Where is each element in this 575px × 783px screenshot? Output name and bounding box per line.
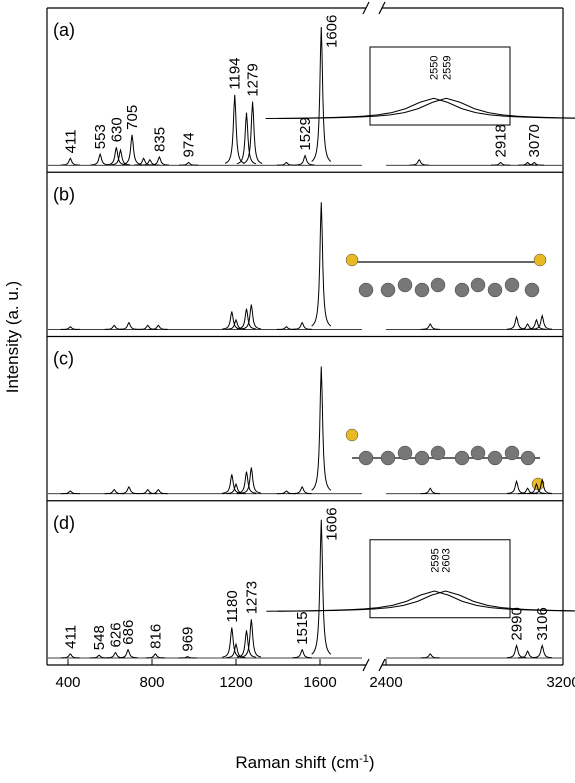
peak xyxy=(146,654,165,658)
peak-label: 835 xyxy=(151,127,168,152)
x-tick-label: 3200 xyxy=(546,674,575,691)
peak xyxy=(89,655,108,658)
panel-label: (b) xyxy=(53,184,75,204)
peak-label: 1606 xyxy=(323,507,340,540)
peak xyxy=(312,367,331,491)
inset-peak-label: 2550 xyxy=(429,56,441,80)
peak-label: 553 xyxy=(92,124,109,149)
x-tick-label: 800 xyxy=(139,674,164,691)
molecule-b xyxy=(346,254,546,297)
peak xyxy=(61,158,80,165)
peak xyxy=(507,481,526,493)
x-label-text: Raman shift (cm xyxy=(235,753,359,772)
peak xyxy=(421,324,440,329)
x-tick-label: 1600 xyxy=(303,674,336,691)
peak-label: 1529 xyxy=(297,117,314,150)
peak-label: 1194 xyxy=(227,57,244,89)
molecule-c xyxy=(346,429,544,490)
peak xyxy=(293,323,312,330)
x-label-end: ) xyxy=(369,753,375,772)
peak xyxy=(119,323,138,330)
peak-label: 411 xyxy=(62,625,79,649)
inset-peak-label: 2595 xyxy=(429,548,441,572)
peak xyxy=(243,102,262,164)
peak-label: 705 xyxy=(124,105,141,130)
x-tick-label: 2400 xyxy=(369,674,402,691)
peak-label: 411 xyxy=(62,129,79,153)
peak-label: 1273 xyxy=(243,581,260,614)
peak-label: 1180 xyxy=(224,590,241,622)
panel-label: (a) xyxy=(53,20,75,40)
peak-label: 630 xyxy=(108,117,125,142)
peak-label: 2990 xyxy=(509,607,526,640)
peak-label: 1279 xyxy=(245,63,262,96)
peak xyxy=(107,147,126,164)
peak-label: 816 xyxy=(147,624,164,649)
peak xyxy=(61,491,80,494)
peak xyxy=(293,650,312,658)
peak xyxy=(533,646,552,658)
peak xyxy=(277,162,296,165)
peak xyxy=(118,650,137,658)
panel-label: (c) xyxy=(53,349,74,369)
peak-label: 974 xyxy=(181,132,198,157)
peak xyxy=(312,202,331,326)
x-axis-label: Raman shift (cm-1) xyxy=(235,753,374,772)
peak xyxy=(410,160,429,165)
peak xyxy=(149,325,168,329)
peak xyxy=(119,487,138,494)
peak xyxy=(225,95,244,164)
peak-label: 3070 xyxy=(526,124,543,157)
peak-label: 548 xyxy=(91,625,108,650)
peak xyxy=(179,162,198,165)
x-tick-label: 1200 xyxy=(219,674,252,691)
x-tick-label: 400 xyxy=(55,674,80,691)
peak xyxy=(149,490,168,494)
peak xyxy=(122,135,141,165)
peak-label: 969 xyxy=(179,627,196,652)
panel-label: (d) xyxy=(53,513,75,533)
peak xyxy=(507,317,526,329)
peak xyxy=(91,154,110,165)
peak xyxy=(242,467,261,493)
peak-label: 686 xyxy=(120,620,137,645)
peak xyxy=(242,305,261,329)
peak xyxy=(507,646,526,658)
peak-label: 2918 xyxy=(493,124,510,157)
peak xyxy=(421,488,440,493)
peak xyxy=(295,156,314,165)
peak xyxy=(421,654,440,658)
y-axis-label: Intensity (a. u.) xyxy=(3,281,22,393)
peak xyxy=(293,487,312,494)
peak-label: 1515 xyxy=(294,611,311,644)
peak xyxy=(61,654,80,658)
inset-peak-label: 2559 xyxy=(441,56,453,80)
peak xyxy=(242,619,261,657)
inset-peak-label: 2603 xyxy=(441,548,453,572)
peak-label: 3106 xyxy=(534,607,551,640)
peak-label: 1606 xyxy=(323,15,340,48)
chart: Intensity (a. u.) Raman shift (cm-1) 400… xyxy=(0,0,575,778)
x-label-sup: -1 xyxy=(359,753,369,765)
peak xyxy=(61,327,80,330)
peak xyxy=(491,162,510,165)
